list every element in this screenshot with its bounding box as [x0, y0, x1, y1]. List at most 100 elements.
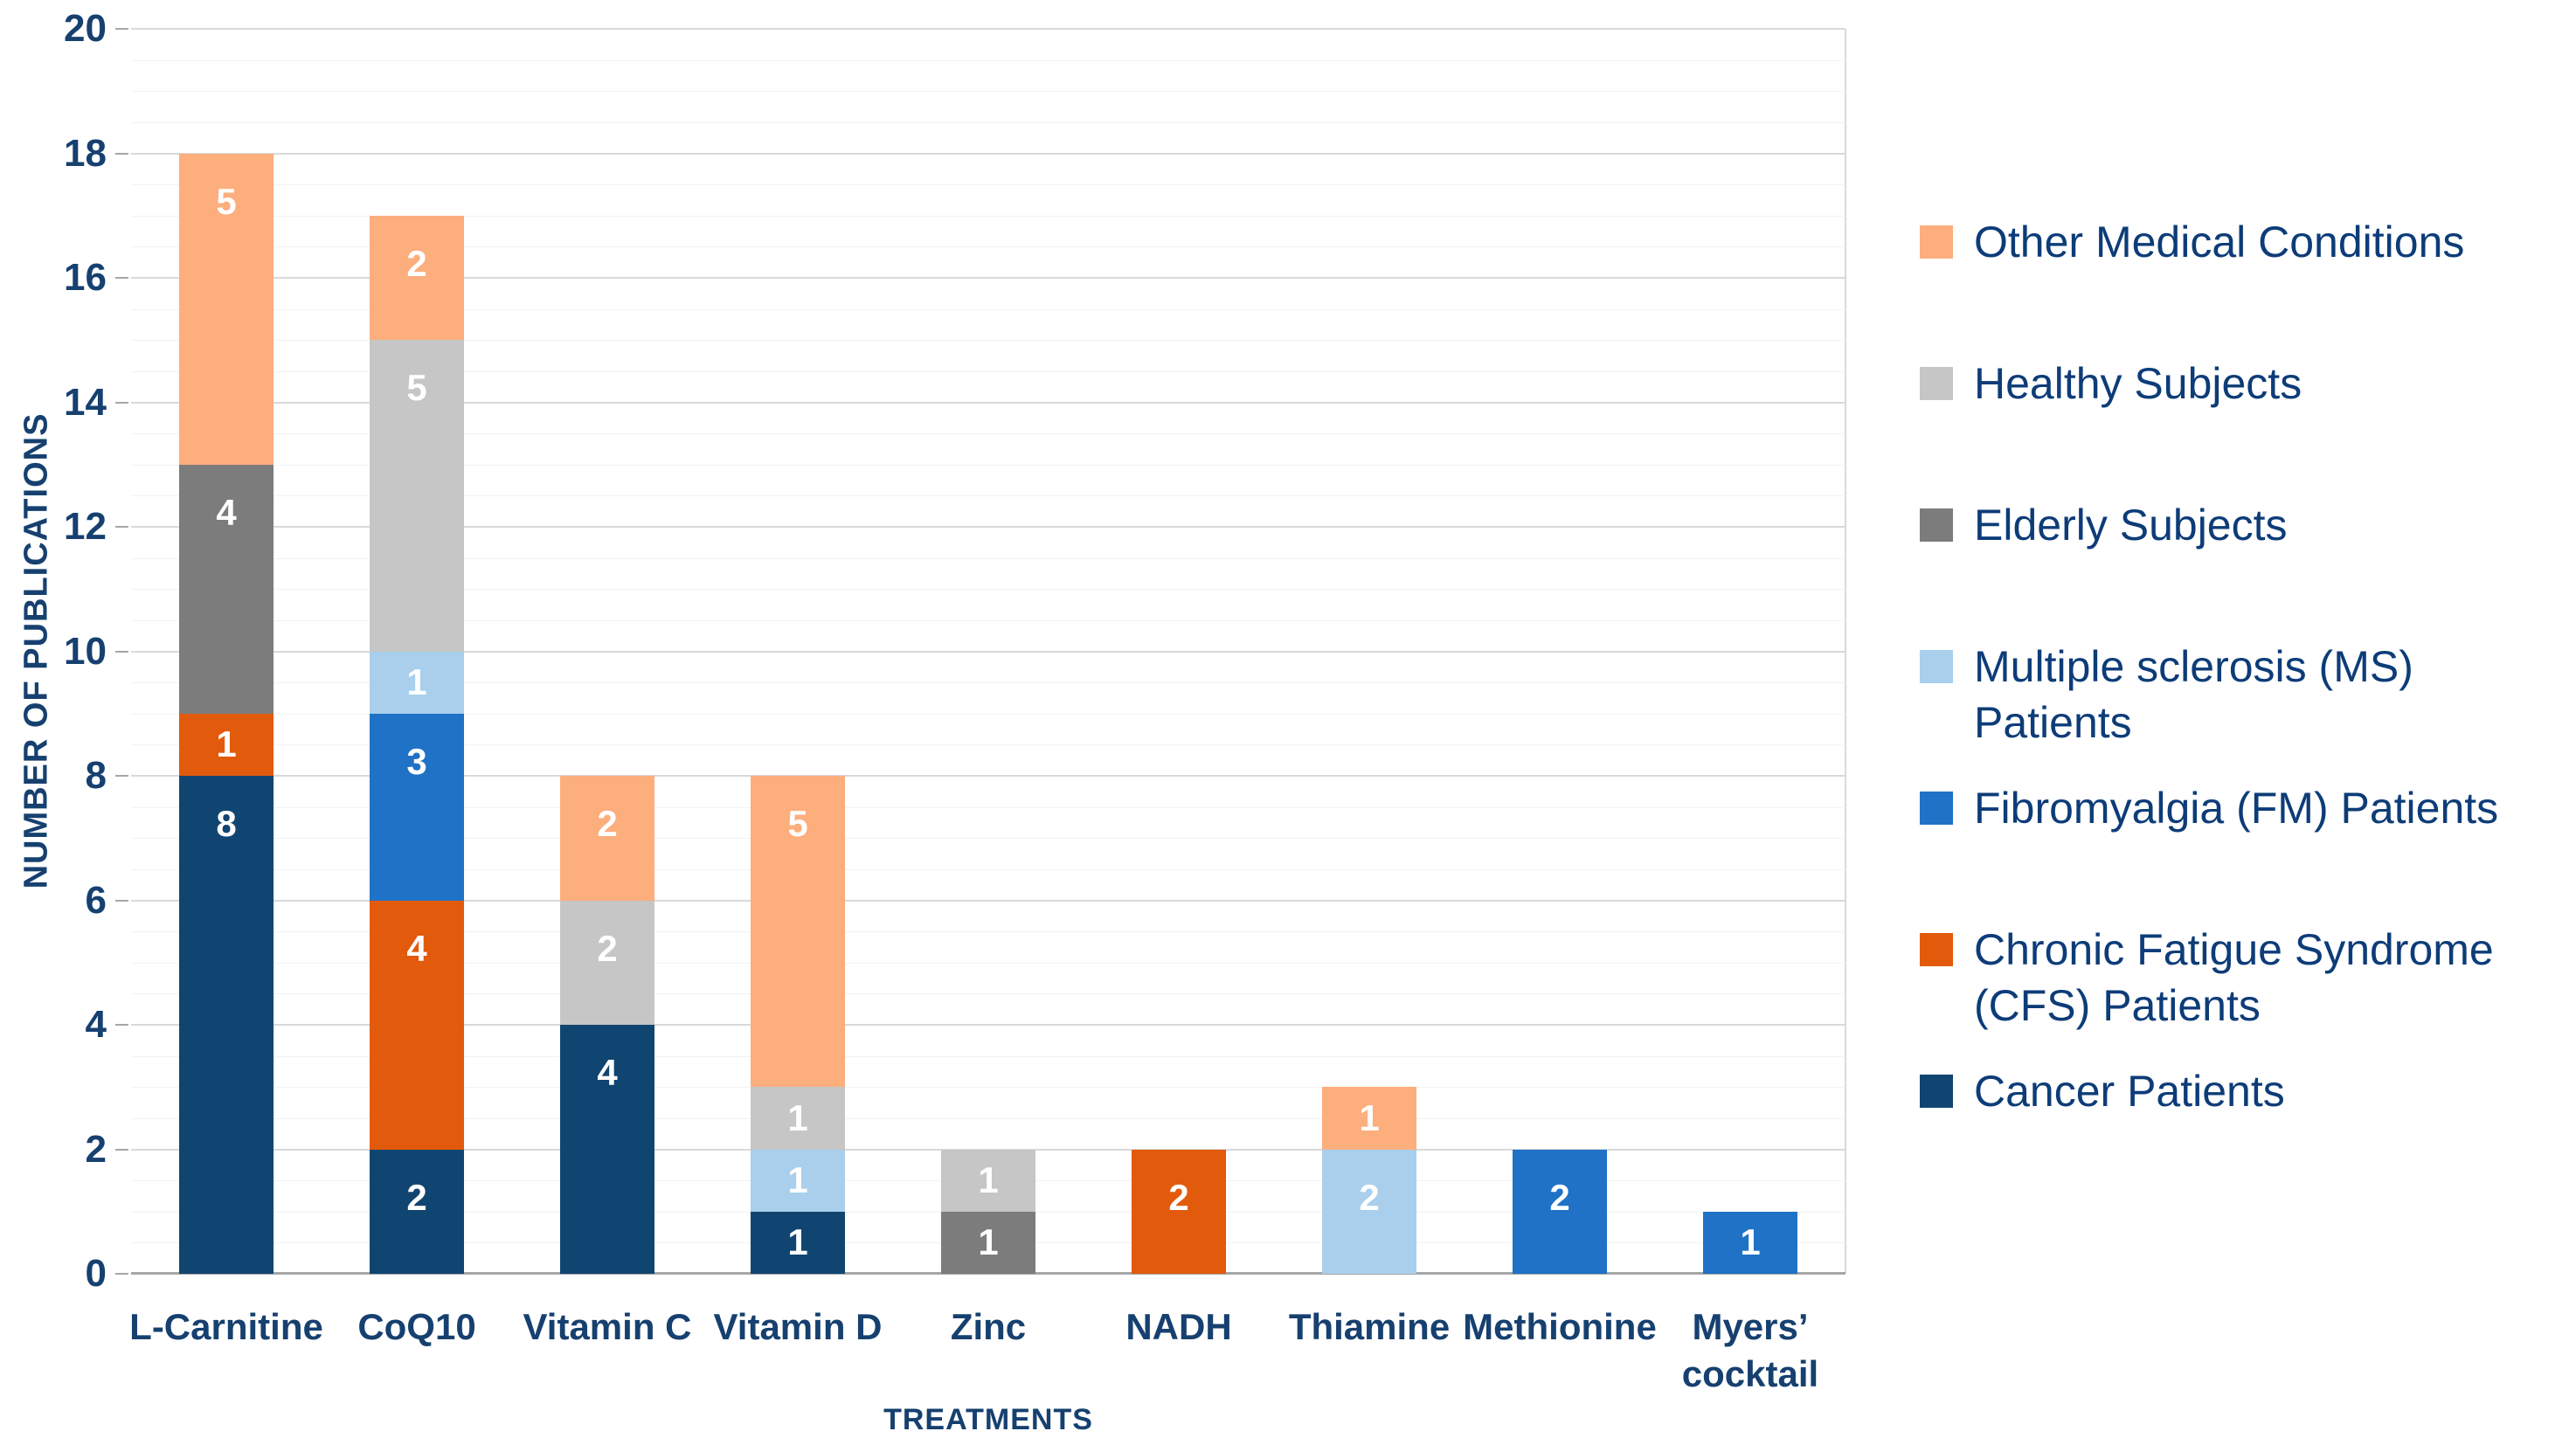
legend-label: Fibromyalgia (FM) Patients — [1974, 784, 2499, 833]
gridline-minor — [131, 433, 1845, 435]
bar-segment: 1 — [751, 1211, 845, 1274]
bar-segment: 3 — [370, 713, 464, 901]
bar-value-label: 5 — [406, 367, 427, 409]
y-tick-label: 10 — [64, 629, 107, 673]
gridline-major — [131, 775, 1845, 777]
bar-value-label: 2 — [597, 927, 618, 969]
bar-value-label: 2 — [1168, 1176, 1189, 1218]
legend-color-swatch — [1920, 1075, 1953, 1108]
x-tick-label: Myers’ cocktail — [1681, 1306, 1819, 1394]
bar-value-label: 5 — [787, 803, 808, 844]
bar-segment: 1 — [1322, 1087, 1416, 1150]
y-tick-label: 4 — [85, 1003, 107, 1046]
bar-value-label: 1 — [787, 1159, 808, 1201]
bar-segment: 5 — [751, 776, 845, 1088]
bar-segment: 4 — [370, 900, 464, 1150]
gridline-minor — [131, 993, 1845, 995]
bar-value-label: 2 — [597, 803, 618, 844]
gridline-minor — [131, 215, 1845, 217]
y-tick-label: 6 — [85, 878, 107, 922]
gridline-minor — [131, 838, 1845, 840]
legend-color-swatch — [1920, 792, 1953, 825]
bar-segment: 2 — [370, 215, 464, 341]
x-tick-label: NADH — [1125, 1306, 1232, 1347]
gridline-minor — [131, 1087, 1845, 1089]
y-tick-label: 20 — [64, 7, 107, 50]
x-tick-label: L-Carnitine — [129, 1306, 323, 1347]
bar-segment: 5 — [179, 153, 274, 465]
legend-label: Other Medical Conditions — [1974, 218, 2465, 266]
y-tick-label: 2 — [85, 1127, 107, 1171]
y-tick-label: 0 — [85, 1252, 107, 1295]
legend-item: Cancer Patients — [1920, 1063, 2285, 1119]
gridline-minor — [131, 619, 1845, 621]
gridline-minor — [131, 713, 1845, 715]
gridline-minor — [131, 744, 1845, 746]
y-tick-label: 14 — [64, 380, 107, 424]
y-tick-mark — [115, 775, 128, 777]
bar-segment: 2 — [560, 776, 654, 901]
bar-value-label: 2 — [1549, 1176, 1570, 1218]
gridline-major — [131, 28, 1845, 30]
gridline-minor — [131, 931, 1845, 933]
legend-label: Cancer Patients — [1974, 1067, 2285, 1116]
gridline-minor — [131, 962, 1845, 964]
bar-segment: 2 — [1132, 1149, 1226, 1274]
bar-value-label: 4 — [597, 1052, 618, 1093]
gridline-minor — [131, 682, 1845, 684]
x-tick-label: Vitamin C — [523, 1306, 692, 1347]
bar-value-label: 2 — [1359, 1176, 1380, 1218]
bar-value-label: 3 — [406, 740, 427, 782]
y-tick-mark — [115, 1148, 128, 1151]
y-tick-mark — [115, 1273, 128, 1275]
legend-item: Other Medical Conditions — [1920, 214, 2464, 270]
bar-value-label: 2 — [406, 1176, 427, 1218]
legend-item: Chronic Fatigue Syndrome (CFS) Patients — [1920, 922, 2494, 1034]
bar-segment: 1 — [179, 713, 274, 776]
bar-segment: 1 — [941, 1149, 1035, 1212]
bar-segment: 4 — [560, 1025, 654, 1274]
gridline-minor — [131, 464, 1845, 466]
y-axis: 0 2 4 6 8 10 12 14 16 18 20 — [0, 10, 114, 1293]
gridline-minor — [131, 184, 1845, 186]
gridline-major — [131, 401, 1845, 404]
bar-segment: 1 — [751, 1149, 845, 1212]
gridline-major — [131, 152, 1845, 155]
legend: Other Medical Conditions Healthy Subjects… — [1920, 214, 2566, 1420]
y-tick-mark — [115, 1024, 128, 1026]
bar-value-label: 4 — [216, 491, 237, 533]
y-tick-mark — [115, 526, 128, 528]
gridline-minor — [131, 806, 1845, 808]
x-tick-label: CoQ10 — [357, 1306, 476, 1347]
bar-value-label: 1 — [1359, 1096, 1380, 1138]
legend-color-swatch — [1920, 650, 1953, 683]
bar-segment: 4 — [179, 464, 274, 714]
x-tick-label: Thiamine — [1288, 1306, 1451, 1347]
y-tick-label: 16 — [64, 256, 107, 299]
bar-value-label: 5 — [216, 180, 237, 222]
legend-label: Multiple sclerosis (MS) Patients — [1974, 642, 2413, 747]
gridline-major — [131, 277, 1845, 279]
gridline-minor — [131, 1055, 1845, 1057]
legend-item: Fibromyalgia (FM) Patients — [1920, 780, 2498, 836]
bar-segment: 2 — [370, 1149, 464, 1274]
legend-item: Multiple sclerosis (MS) Patients — [1920, 639, 2413, 750]
legend-label: Elderly Subjects — [1974, 501, 2288, 550]
gridline-minor — [131, 121, 1845, 123]
bar-segment: 1 — [941, 1211, 1035, 1274]
gridline-minor — [131, 340, 1845, 342]
legend-label: Chronic Fatigue Syndrome (CFS) Patients — [1974, 925, 2494, 1030]
gridline-minor — [131, 246, 1845, 248]
bar-segment: 5 — [370, 340, 464, 652]
x-axis-title: TREATMENTS — [883, 1403, 1093, 1436]
bar-segment: 1 — [370, 651, 464, 714]
gridline-minor — [131, 868, 1845, 870]
y-tick-label: 8 — [85, 754, 107, 797]
legend-color-swatch — [1920, 367, 1953, 400]
legend-color-swatch — [1920, 225, 1953, 259]
bar-segment: 2 — [1322, 1149, 1416, 1274]
plot-right-border — [1845, 29, 1846, 1274]
bar-value-label: 2 — [406, 242, 427, 284]
bar-value-label: 1 — [787, 1096, 808, 1138]
